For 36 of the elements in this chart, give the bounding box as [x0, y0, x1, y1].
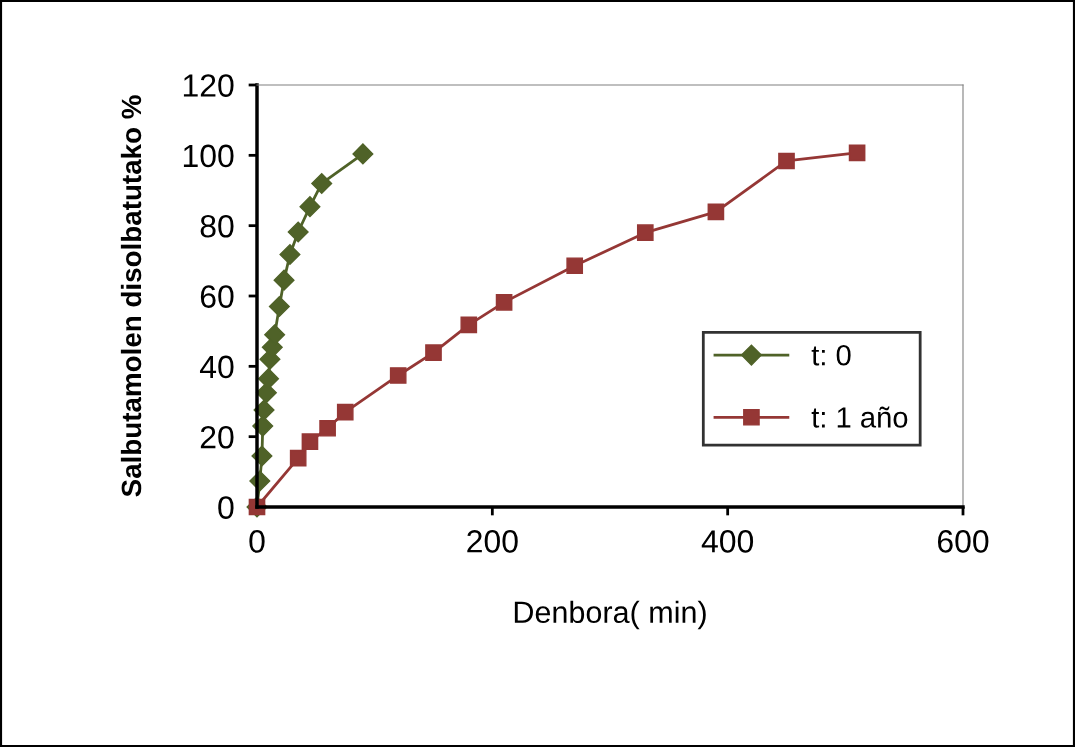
- point: [425, 344, 442, 361]
- x-axis-title: Denbora( min): [514, 600, 706, 630]
- y-tick-label: 100: [183, 144, 234, 168]
- y-tick-label: 40: [199, 355, 234, 379]
- point: [299, 196, 321, 218]
- x-tick-label: 600: [937, 530, 989, 553]
- y-tick-label: 60: [200, 285, 234, 308]
- point: [460, 316, 478, 334]
- legend-label: t: 1 año: [811, 406, 908, 428]
- x-tick-label: 400: [701, 530, 754, 553]
- point: [311, 172, 333, 194]
- point: [389, 367, 407, 384]
- point: [289, 449, 307, 467]
- point: [352, 143, 374, 165]
- y-tick-label: 120: [183, 74, 234, 97]
- point: [279, 243, 301, 266]
- point: [268, 296, 290, 318]
- point: [778, 152, 795, 170]
- point: [273, 269, 295, 291]
- point: [258, 368, 280, 390]
- x-tick-label: 0: [249, 530, 265, 553]
- y-tick-label: 20: [200, 425, 234, 449]
- point: [636, 224, 654, 242]
- legend-label: t: 0: [811, 344, 851, 366]
- point: [301, 433, 319, 450]
- y-tick-label: 0: [218, 496, 234, 519]
- point: [287, 221, 309, 243]
- point: [495, 293, 513, 311]
- point: [566, 257, 584, 275]
- y-axis-title: Salbutamolen disolbatutako %: [120, 95, 142, 497]
- point: [707, 203, 725, 221]
- x-tick-label: 200: [467, 530, 518, 553]
- point: [336, 403, 354, 421]
- point: [319, 419, 336, 437]
- y-tick-label: 80: [200, 214, 234, 238]
- point: [848, 144, 866, 162]
